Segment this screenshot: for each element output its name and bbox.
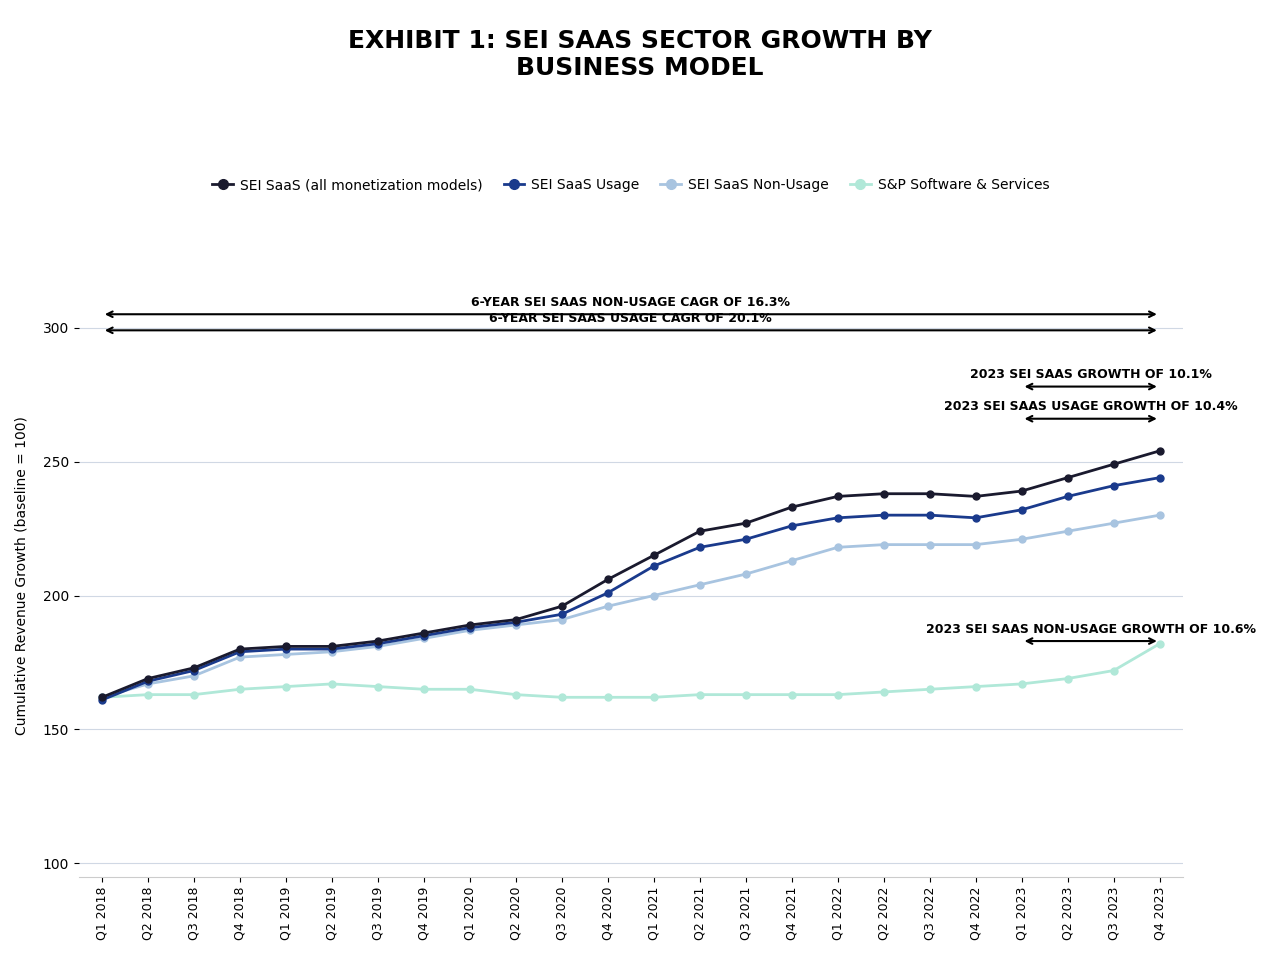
Y-axis label: Cumulative Revenue Growth (baseline = 100): Cumulative Revenue Growth (baseline = 10… <box>15 416 29 734</box>
Text: 2023 SEI SAAS USAGE GROWTH OF 10.4%: 2023 SEI SAAS USAGE GROWTH OF 10.4% <box>943 400 1238 414</box>
Legend: SEI SaaS (all monetization models), SEI SaaS Usage, SEI SaaS Non-Usage, S&P Soft: SEI SaaS (all monetization models), SEI … <box>207 173 1055 198</box>
Text: 2023 SEI SAAS NON-USAGE GROWTH OF 10.6%: 2023 SEI SAAS NON-USAGE GROWTH OF 10.6% <box>925 623 1256 636</box>
Text: 2023 SEI SAAS GROWTH OF 10.1%: 2023 SEI SAAS GROWTH OF 10.1% <box>970 369 1212 381</box>
Text: 6-YEAR SEI SAAS USAGE CAGR OF 20.1%: 6-YEAR SEI SAAS USAGE CAGR OF 20.1% <box>489 312 772 325</box>
Text: EXHIBIT 1: SEI SAAS SECTOR GROWTH BY
BUSINESS MODEL: EXHIBIT 1: SEI SAAS SECTOR GROWTH BY BUS… <box>348 29 932 80</box>
Text: 6-YEAR SEI SAAS NON-USAGE CAGR OF 16.3%: 6-YEAR SEI SAAS NON-USAGE CAGR OF 16.3% <box>471 296 790 308</box>
